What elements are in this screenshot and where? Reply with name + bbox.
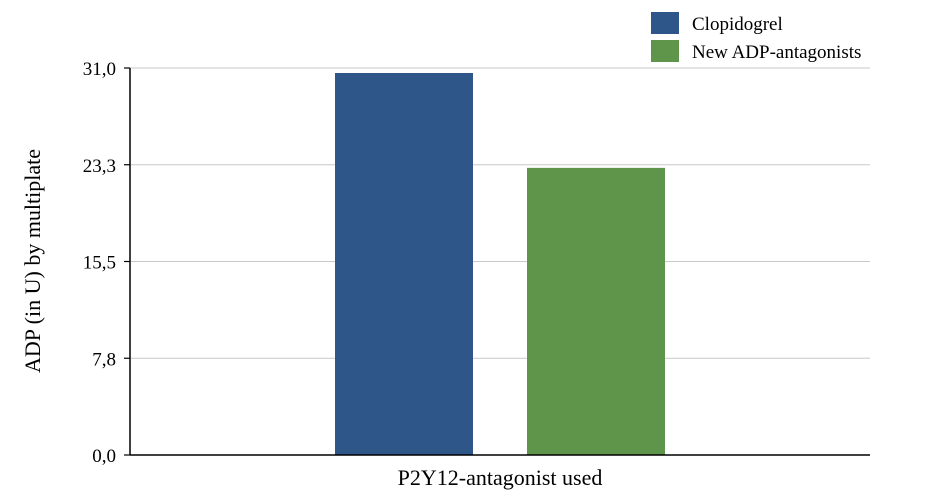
bar-clopidogrel bbox=[335, 72, 473, 456]
y-tick-label: 7,8 bbox=[92, 349, 116, 370]
y-tick-label: 0,0 bbox=[92, 446, 116, 467]
y-tick-label: 31,0 bbox=[83, 59, 116, 80]
legend-swatch bbox=[651, 40, 679, 62]
gridlines bbox=[130, 67, 870, 359]
bars bbox=[335, 72, 665, 456]
x-axis-title: P2Y12-antagonist used bbox=[398, 465, 603, 490]
y-tick-label: 23,3 bbox=[83, 156, 116, 177]
y-tick-label: 15,5 bbox=[83, 253, 116, 274]
legend-label: Clopidogrel bbox=[692, 14, 783, 35]
legend: Clopidogrel New ADP-antagonists bbox=[651, 12, 861, 63]
y-tick-labels: 0,0 7,8 15,5 23,3 31,0 bbox=[83, 59, 130, 467]
legend-label: New ADP-antagonists bbox=[692, 42, 861, 63]
bar-new-adp-antagonists bbox=[527, 167, 665, 455]
legend-swatch bbox=[651, 12, 679, 34]
y-axis-title: ADP (in U) by multiplate bbox=[20, 149, 45, 373]
